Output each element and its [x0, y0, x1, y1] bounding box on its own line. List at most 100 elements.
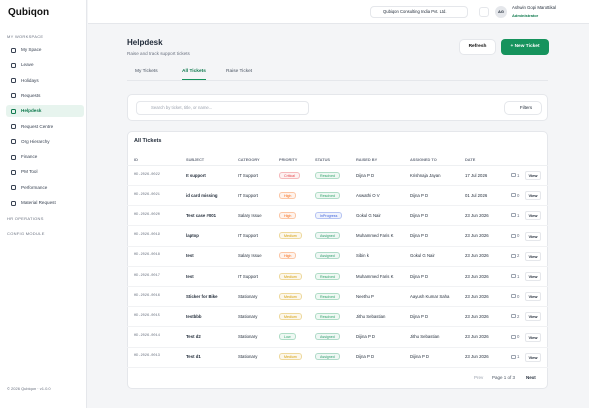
- cell: laptop: [186, 233, 199, 239]
- comment-count: 2: [517, 253, 520, 259]
- view-button[interactable]: View: [525, 211, 541, 221]
- view-button[interactable]: View: [525, 251, 541, 261]
- comment-icon: [511, 314, 516, 319]
- ticket-id: HD-2026-0017: [134, 273, 160, 278]
- view-button[interactable]: View: [525, 352, 541, 362]
- column-header: ID: [134, 157, 138, 162]
- nav-item[interactable]: Holidays: [6, 75, 84, 87]
- nav-item[interactable]: My Space: [6, 44, 84, 56]
- cell: 23 Jun 2026: [465, 233, 489, 239]
- status-badge: Resolved: [315, 292, 340, 300]
- cell: Gokul G Nair: [410, 253, 435, 259]
- cell: Muhammed Faris K: [356, 233, 394, 239]
- comment-count: 0: [517, 192, 520, 198]
- comment-icon: [511, 233, 516, 238]
- ticket-id: HD-2026-0020: [134, 212, 160, 217]
- refresh-button[interactable]: Refresh: [459, 39, 496, 55]
- comment-icon: [511, 213, 516, 218]
- nav-item[interactable]: Leave: [6, 59, 84, 71]
- row-divider: [127, 306, 548, 308]
- company-selector[interactable]: Qubiqon Consulting India Pvt. Ltd.: [370, 6, 468, 18]
- view-button[interactable]: View: [525, 171, 541, 180]
- priority-badge: High: [279, 211, 297, 219]
- nav-icon: [11, 124, 16, 129]
- ticket-id: HD-2026-0013: [134, 354, 160, 359]
- nav-item[interactable]: Requests: [6, 90, 84, 102]
- ticket-id: HD-2026-0018: [134, 253, 160, 258]
- cell: 23 Jun 2026: [465, 293, 489, 299]
- status-badge: Assigned: [315, 232, 340, 240]
- ticket-id: HD-2026-0021: [134, 192, 160, 197]
- nav-item[interactable]: Org Hierarchy: [6, 136, 84, 148]
- filters-button[interactable]: Filters: [504, 101, 542, 115]
- cell: Muhammed Faris K: [356, 273, 394, 279]
- nav-item[interactable]: Performance: [6, 182, 84, 194]
- cell: testbbb: [186, 313, 202, 319]
- priority-badge: Medium: [279, 292, 302, 300]
- view-button[interactable]: View: [525, 272, 541, 281]
- comment-icon: [511, 173, 516, 177]
- cell: It support: [186, 172, 206, 178]
- cell: IT Support: [238, 233, 258, 239]
- cell: Neethu P: [356, 293, 374, 299]
- priority-badge: Low: [279, 333, 296, 341]
- priority-badge: Critical: [279, 171, 300, 179]
- theme-toggle[interactable]: [479, 7, 489, 17]
- view-button[interactable]: View: [525, 332, 541, 342]
- ticket-id: HD-2026-0016: [134, 293, 160, 298]
- cell: Aayush Kumar Saha: [410, 293, 450, 299]
- status-badge: Resolved: [315, 312, 340, 320]
- priority-badge: Medium: [279, 353, 302, 361]
- comment-icon: [511, 274, 516, 278]
- cell: Jithu Sebastian: [356, 313, 386, 319]
- view-button[interactable]: View: [525, 312, 541, 322]
- tab[interactable]: All Tickets: [182, 69, 206, 80]
- row-divider: [127, 185, 548, 186]
- row-divider: [127, 265, 548, 267]
- new-ticket-button[interactable]: + New Ticket: [501, 39, 549, 55]
- tabs-divider: [127, 80, 548, 81]
- nav-item[interactable]: Helpdesk: [6, 105, 84, 118]
- ticket-id: HD-2026-0014: [134, 334, 160, 339]
- prev-button[interactable]: Prev: [474, 375, 484, 380]
- status-badge: Assigned: [315, 353, 340, 361]
- status-badge: Resolved: [315, 272, 340, 280]
- nav-icon: [11, 200, 16, 206]
- column-header: PRIORITY: [279, 157, 298, 162]
- cell: 23 Jun 2026: [465, 334, 489, 340]
- comment-count: 0: [517, 233, 520, 239]
- nav-item[interactable]: Finance: [6, 151, 84, 163]
- cell: Dijna P D: [356, 172, 375, 178]
- nav-item[interactable]: Material Request: [6, 197, 84, 209]
- priority-badge: High: [279, 191, 297, 199]
- view-button[interactable]: View: [525, 292, 541, 302]
- cell: Dijina P D: [410, 354, 430, 360]
- section-title: HR OPERATIONS: [7, 216, 44, 222]
- status-badge: Resolved: [315, 191, 340, 199]
- cell: Stationary: [238, 293, 258, 299]
- cell: IT Support: [238, 192, 258, 198]
- user-role: Administrator: [512, 13, 539, 18]
- nav-icon: [11, 78, 16, 84]
- cell: Stationary: [238, 354, 258, 360]
- next-button[interactable]: Next: [526, 375, 536, 380]
- view-button[interactable]: View: [525, 191, 541, 201]
- comment-count: 1: [517, 273, 520, 279]
- view-button[interactable]: View: [525, 231, 541, 241]
- status-badge: Assigned: [315, 333, 340, 341]
- priority-badge: High: [279, 252, 297, 260]
- avatar[interactable]: AG: [495, 6, 507, 18]
- status-badge: Assigned: [315, 252, 340, 260]
- tab[interactable]: Raise Ticket: [226, 69, 253, 74]
- tab[interactable]: My Tickets: [135, 69, 158, 74]
- nav-item[interactable]: Request Centre: [6, 121, 84, 133]
- page-title: Helpdesk: [127, 38, 163, 47]
- search-input[interactable]: Search by ticket, title, or name...: [136, 101, 309, 115]
- priority-badge: Medium: [279, 232, 302, 240]
- comment-icon: [511, 334, 516, 339]
- row-divider: [127, 205, 548, 207]
- cell: Gokul G Nair: [356, 212, 381, 218]
- nav-item[interactable]: PM Tool: [6, 166, 84, 178]
- comment-icon: [511, 193, 516, 198]
- cell: Jithu Sebastian: [410, 334, 440, 340]
